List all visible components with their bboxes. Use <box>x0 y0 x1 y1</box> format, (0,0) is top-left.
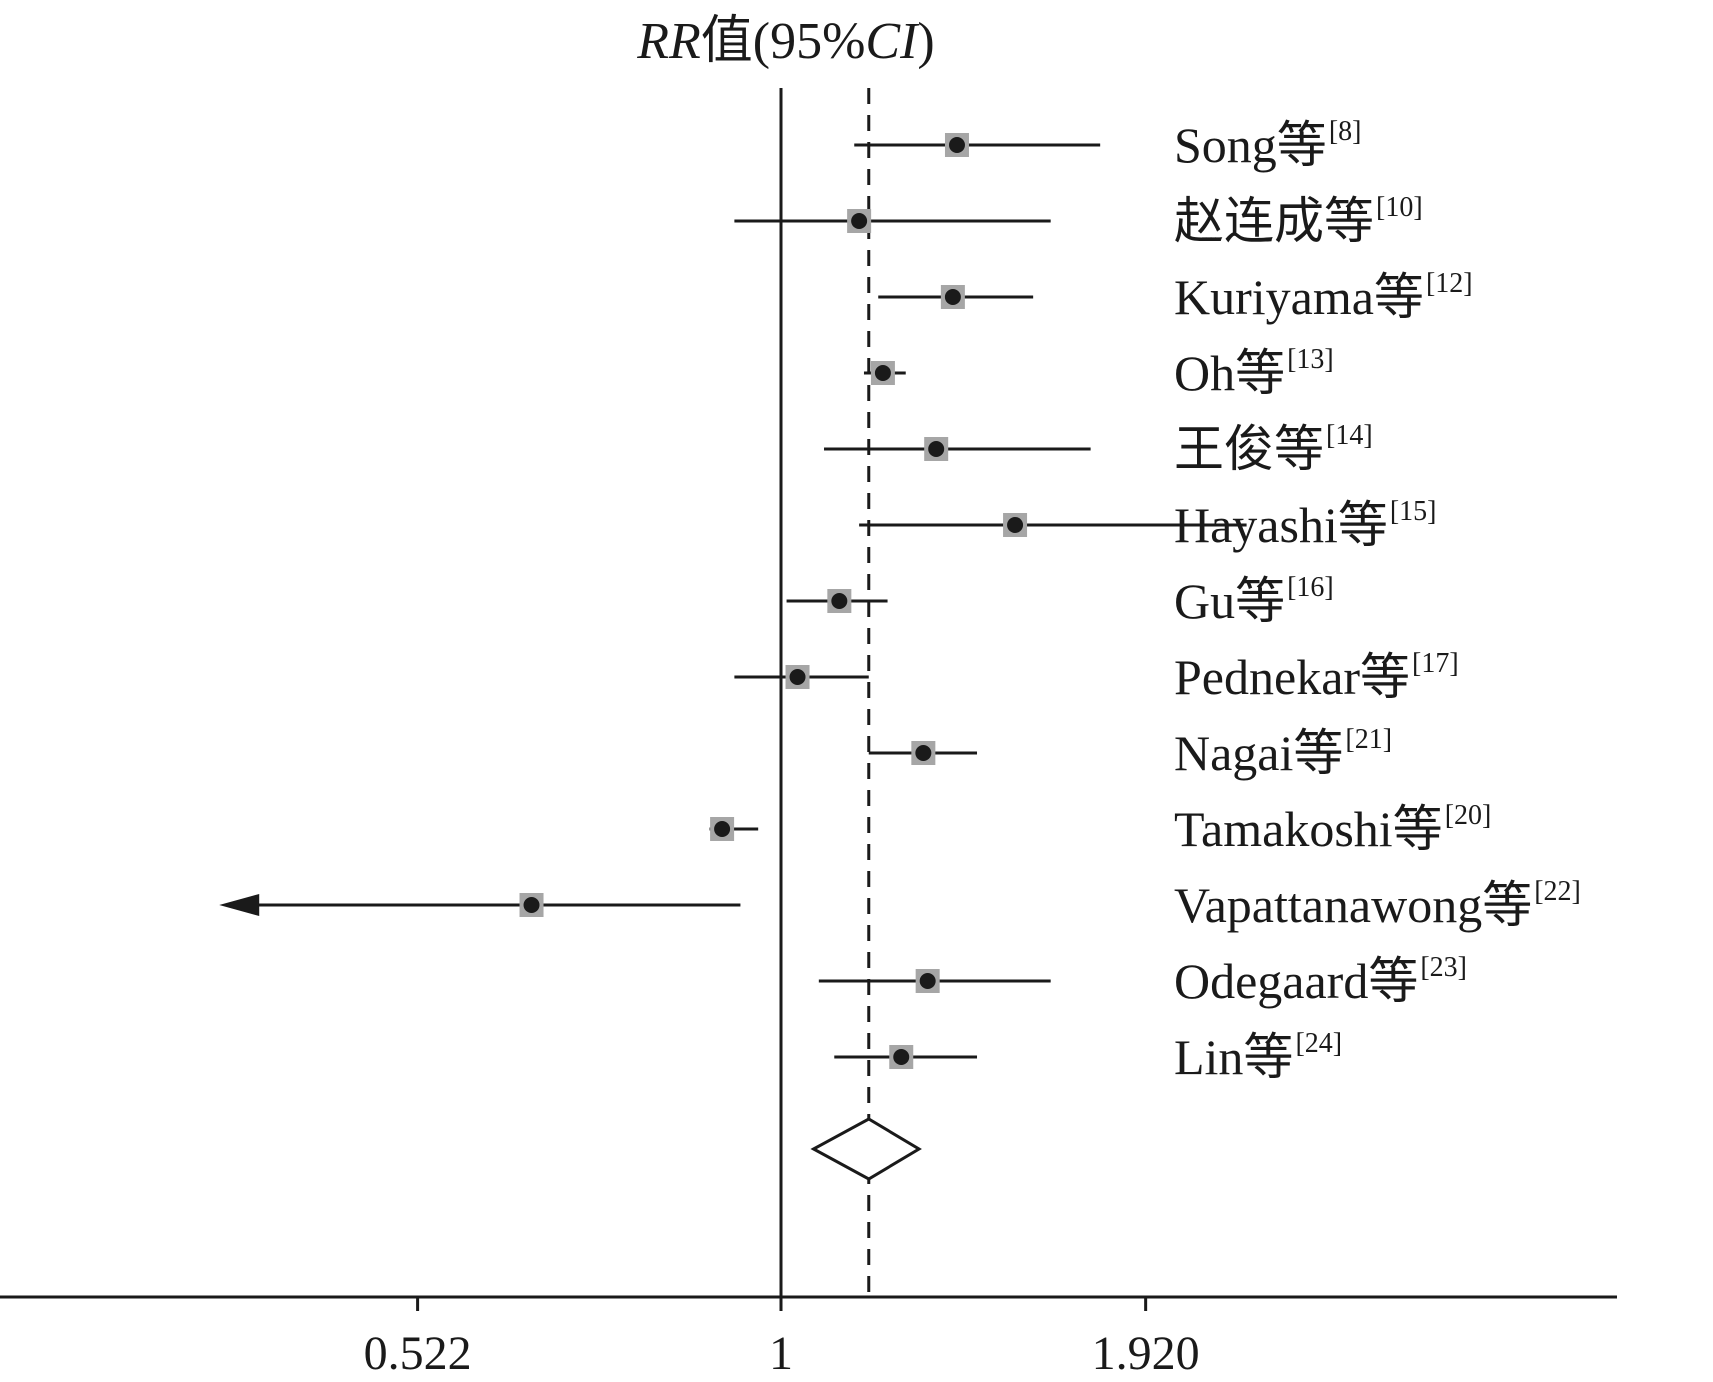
study-name: Song等 <box>1174 117 1327 173</box>
study-name: Hayashi等 <box>1174 497 1388 553</box>
title-plain-a: 值(95% <box>701 13 866 70</box>
study-label: Oh等[13] <box>1174 344 1334 401</box>
study-reference: [8] <box>1329 116 1362 147</box>
study-label: Lin等[24] <box>1174 1028 1342 1085</box>
study-name: Tamakoshi等 <box>1174 801 1443 857</box>
study-label: Odegaard等[23] <box>1174 952 1467 1009</box>
study-reference: [10] <box>1376 192 1423 223</box>
study-reference: [13] <box>1287 344 1334 375</box>
x-tick-label: 1.920 <box>1092 1327 1200 1380</box>
study-point <box>789 669 806 685</box>
study-point <box>851 213 868 229</box>
study-label: Song等[8] <box>1174 116 1361 173</box>
study-reference: [15] <box>1390 496 1437 527</box>
study-point <box>714 821 731 837</box>
study-label: Pednekar等[17] <box>1174 648 1459 705</box>
study-name: Oh等 <box>1174 345 1285 401</box>
chart-title: RR值(95%CI) <box>636 13 935 70</box>
title-plain-b: ) <box>917 13 934 70</box>
study-reference: [22] <box>1534 876 1581 907</box>
study-reference: [24] <box>1295 1028 1342 1059</box>
study-label: Vapattanawong等[22] <box>1174 876 1581 933</box>
study-label: Gu等[16] <box>1174 572 1334 629</box>
study-point <box>523 897 540 913</box>
study-point <box>928 441 945 457</box>
study-point <box>944 289 961 305</box>
study-reference: [20] <box>1445 800 1492 831</box>
study-reference: [17] <box>1412 648 1459 679</box>
study-point <box>893 1049 910 1065</box>
study-label: 赵连成等[10] <box>1174 192 1423 249</box>
pooled-diamond <box>810 1117 922 1181</box>
title-italic-rr: RR <box>636 13 701 70</box>
study-name: 赵连成等 <box>1174 193 1374 249</box>
study-name: Nagai等 <box>1174 725 1343 781</box>
x-tick-label: 1 <box>769 1327 793 1380</box>
ci-arrow-left <box>219 894 260 916</box>
study-point <box>919 973 936 989</box>
study-label: Tamakoshi等[20] <box>1174 800 1491 857</box>
study-reference: [23] <box>1420 952 1467 983</box>
study-name: Lin等 <box>1174 1029 1293 1085</box>
study-point <box>831 593 848 609</box>
study-name: Gu等 <box>1174 573 1285 629</box>
study-label: Nagai等[21] <box>1174 724 1392 781</box>
plot-area: 0.522 1 1.920 Song等[8] 赵连成等[10] Kuriyama等[12]… <box>0 88 1617 1380</box>
study-label: Kuriyama等[12] <box>1174 268 1473 325</box>
study-reference: [12] <box>1426 268 1473 299</box>
study-name: Odegaard等 <box>1174 953 1418 1009</box>
study-name: Pednekar等 <box>1174 649 1410 705</box>
study-name: Kuriyama等 <box>1174 269 1424 325</box>
study-point <box>1007 517 1024 533</box>
study-point <box>948 137 965 153</box>
study-label: 王俊等[14] <box>1174 420 1373 477</box>
x-tick-label: 0.522 <box>364 1327 472 1380</box>
study-point <box>874 365 891 381</box>
study-label: Hayashi等[15] <box>1174 496 1437 553</box>
study-point <box>915 745 932 761</box>
study-reference: [21] <box>1345 724 1392 755</box>
title-italic-ci: CI <box>865 13 920 70</box>
study-reference: [14] <box>1326 420 1373 451</box>
study-name: 王俊等 <box>1174 421 1324 477</box>
study-reference: [16] <box>1287 572 1334 603</box>
study-name: Vapattanawong等 <box>1174 877 1532 933</box>
